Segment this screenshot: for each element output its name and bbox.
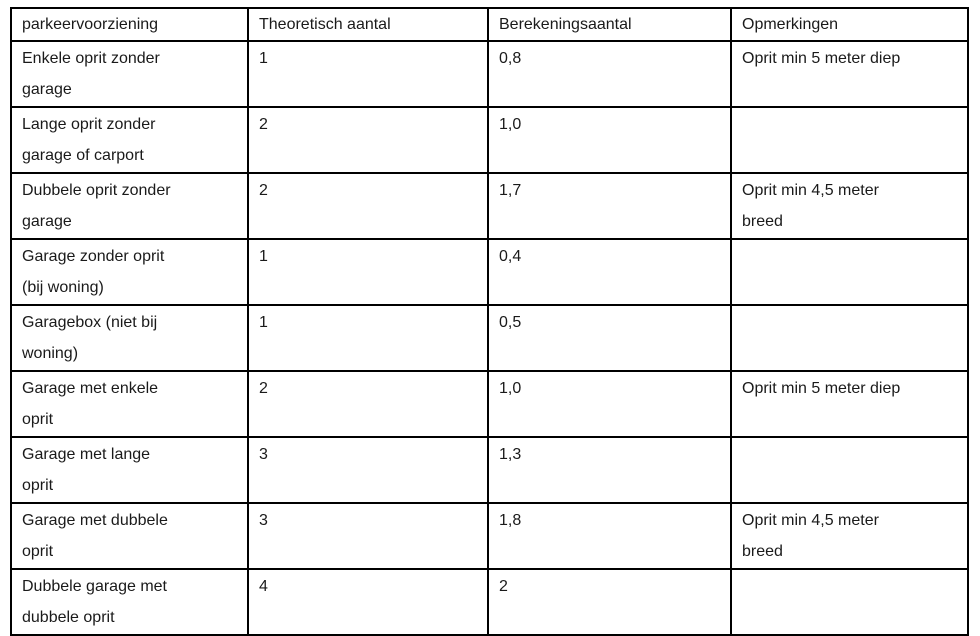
- cell-opmerkingen: Oprit min 5 meter diep: [730, 370, 969, 438]
- cell-parkeervoorziening: Garage met enkele oprit: [10, 370, 249, 438]
- cell-opmerkingen: [730, 238, 969, 306]
- cell-value: 0,4: [499, 248, 522, 265]
- cell-value: 2: [259, 380, 268, 397]
- cell-theoretisch-aantal: 2: [247, 172, 489, 240]
- column-header-opmerkingen: Opmerkingen: [730, 7, 969, 42]
- cell-parkeervoorziening: Garage zonder oprit (bij woning): [10, 238, 249, 306]
- cell-value: Lange oprit zonder garage of carport: [22, 116, 156, 164]
- cell-theoretisch-aantal: 2: [247, 370, 489, 438]
- cell-value: Garagebox (niet bij woning): [22, 314, 158, 362]
- cell-berekeningsaantal: 1,7: [487, 172, 732, 240]
- cell-theoretisch-aantal: 3: [247, 502, 489, 570]
- cell-parkeervoorziening: Dubbele garage met dubbele oprit: [10, 568, 249, 636]
- cell-value: 1,0: [499, 380, 522, 397]
- cell-value: 2: [259, 182, 268, 199]
- column-header-label: Berekeningsaantal: [499, 16, 632, 33]
- cell-berekeningsaantal: 1,0: [487, 370, 732, 438]
- cell-parkeervoorziening: Garagebox (niet bij woning): [10, 304, 249, 372]
- cell-berekeningsaantal: 0,5: [487, 304, 732, 372]
- cell-opmerkingen: Oprit min 4,5 meter breed: [730, 502, 969, 570]
- cell-value: 1,8: [499, 512, 522, 529]
- cell-value: 4: [259, 578, 268, 595]
- cell-value: Garage met enkele oprit: [22, 380, 159, 428]
- cell-value: 1,0: [499, 116, 522, 133]
- cell-value: 1: [259, 314, 268, 331]
- table-row: Enkele oprit zonder garage 1 0,8 Oprit m…: [10, 40, 969, 108]
- cell-value: 3: [259, 446, 268, 463]
- cell-value: Oprit min 4,5 meter breed: [742, 182, 879, 230]
- cell-berekeningsaantal: 2: [487, 568, 732, 636]
- cell-parkeervoorziening: Enkele oprit zonder garage: [10, 40, 249, 108]
- cell-berekeningsaantal: 1,3: [487, 436, 732, 504]
- cell-value: Garage met dubbele oprit: [22, 512, 168, 560]
- cell-opmerkingen: [730, 568, 969, 636]
- table-row: Dubbele oprit zonder garage 2 1,7 Oprit …: [10, 172, 969, 240]
- cell-opmerkingen: [730, 304, 969, 372]
- cell-value: 0,8: [499, 50, 522, 67]
- cell-theoretisch-aantal: 2: [247, 106, 489, 174]
- cell-value: 3: [259, 512, 268, 529]
- table-row: Garage met enkele oprit 2 1,0 Oprit min …: [10, 370, 969, 438]
- cell-parkeervoorziening: Dubbele oprit zonder garage: [10, 172, 249, 240]
- cell-value: 1,7: [499, 182, 522, 199]
- cell-value: Dubbele oprit zonder garage: [22, 182, 171, 230]
- table-header-row: parkeervoorziening Theoretisch aantal Be…: [10, 7, 969, 42]
- cell-theoretisch-aantal: 1: [247, 40, 489, 108]
- table-row: Lange oprit zonder garage of carport 2 1…: [10, 106, 969, 174]
- column-header-label: Opmerkingen: [742, 16, 839, 33]
- column-header-label: parkeervoorziening: [22, 16, 159, 33]
- cell-value: 1: [259, 50, 268, 67]
- cell-opmerkingen: Oprit min 5 meter diep: [730, 40, 969, 108]
- column-header-label: Theoretisch aantal: [259, 16, 391, 33]
- cell-value: Oprit min 4,5 meter breed: [742, 512, 879, 560]
- table-row: Garage met dubbele oprit 3 1,8 Oprit min…: [10, 502, 969, 570]
- cell-berekeningsaantal: 1,0: [487, 106, 732, 174]
- column-header-berekeningsaantal: Berekeningsaantal: [487, 7, 732, 42]
- cell-berekeningsaantal: 1,8: [487, 502, 732, 570]
- cell-value: Garage met lange oprit: [22, 446, 151, 494]
- cell-value: Enkele oprit zonder garage: [22, 50, 160, 98]
- cell-theoretisch-aantal: 3: [247, 436, 489, 504]
- table-row: Garage met lange oprit 3 1,3: [10, 436, 969, 504]
- cell-opmerkingen: [730, 436, 969, 504]
- cell-parkeervoorziening: Garage met lange oprit: [10, 436, 249, 504]
- cell-theoretisch-aantal: 1: [247, 238, 489, 306]
- table-row: Garagebox (niet bij woning) 1 0,5: [10, 304, 969, 372]
- cell-value: 1: [259, 248, 268, 265]
- cell-berekeningsaantal: 0,8: [487, 40, 732, 108]
- column-header-parkeervoorziening: parkeervoorziening: [10, 7, 249, 42]
- cell-value: Oprit min 5 meter diep: [742, 380, 901, 397]
- column-header-theoretisch-aantal: Theoretisch aantal: [247, 7, 489, 42]
- cell-berekeningsaantal: 0,4: [487, 238, 732, 306]
- parking-provision-table: parkeervoorziening Theoretisch aantal Be…: [10, 7, 969, 636]
- cell-value: 2: [259, 116, 268, 133]
- cell-theoretisch-aantal: 1: [247, 304, 489, 372]
- cell-parkeervoorziening: Lange oprit zonder garage of carport: [10, 106, 249, 174]
- cell-opmerkingen: [730, 106, 969, 174]
- cell-value: 0,5: [499, 314, 522, 331]
- table-row: Garage zonder oprit (bij woning) 1 0,4: [10, 238, 969, 306]
- cell-value: 2: [499, 578, 508, 595]
- cell-theoretisch-aantal: 4: [247, 568, 489, 636]
- cell-value: Oprit min 5 meter diep: [742, 50, 901, 67]
- cell-value: Dubbele garage met dubbele oprit: [22, 578, 167, 626]
- cell-value: 1,3: [499, 446, 522, 463]
- cell-parkeervoorziening: Garage met dubbele oprit: [10, 502, 249, 570]
- table-row: Dubbele garage met dubbele oprit 4 2: [10, 568, 969, 636]
- cell-opmerkingen: Oprit min 4,5 meter breed: [730, 172, 969, 240]
- cell-value: Garage zonder oprit (bij woning): [22, 248, 165, 296]
